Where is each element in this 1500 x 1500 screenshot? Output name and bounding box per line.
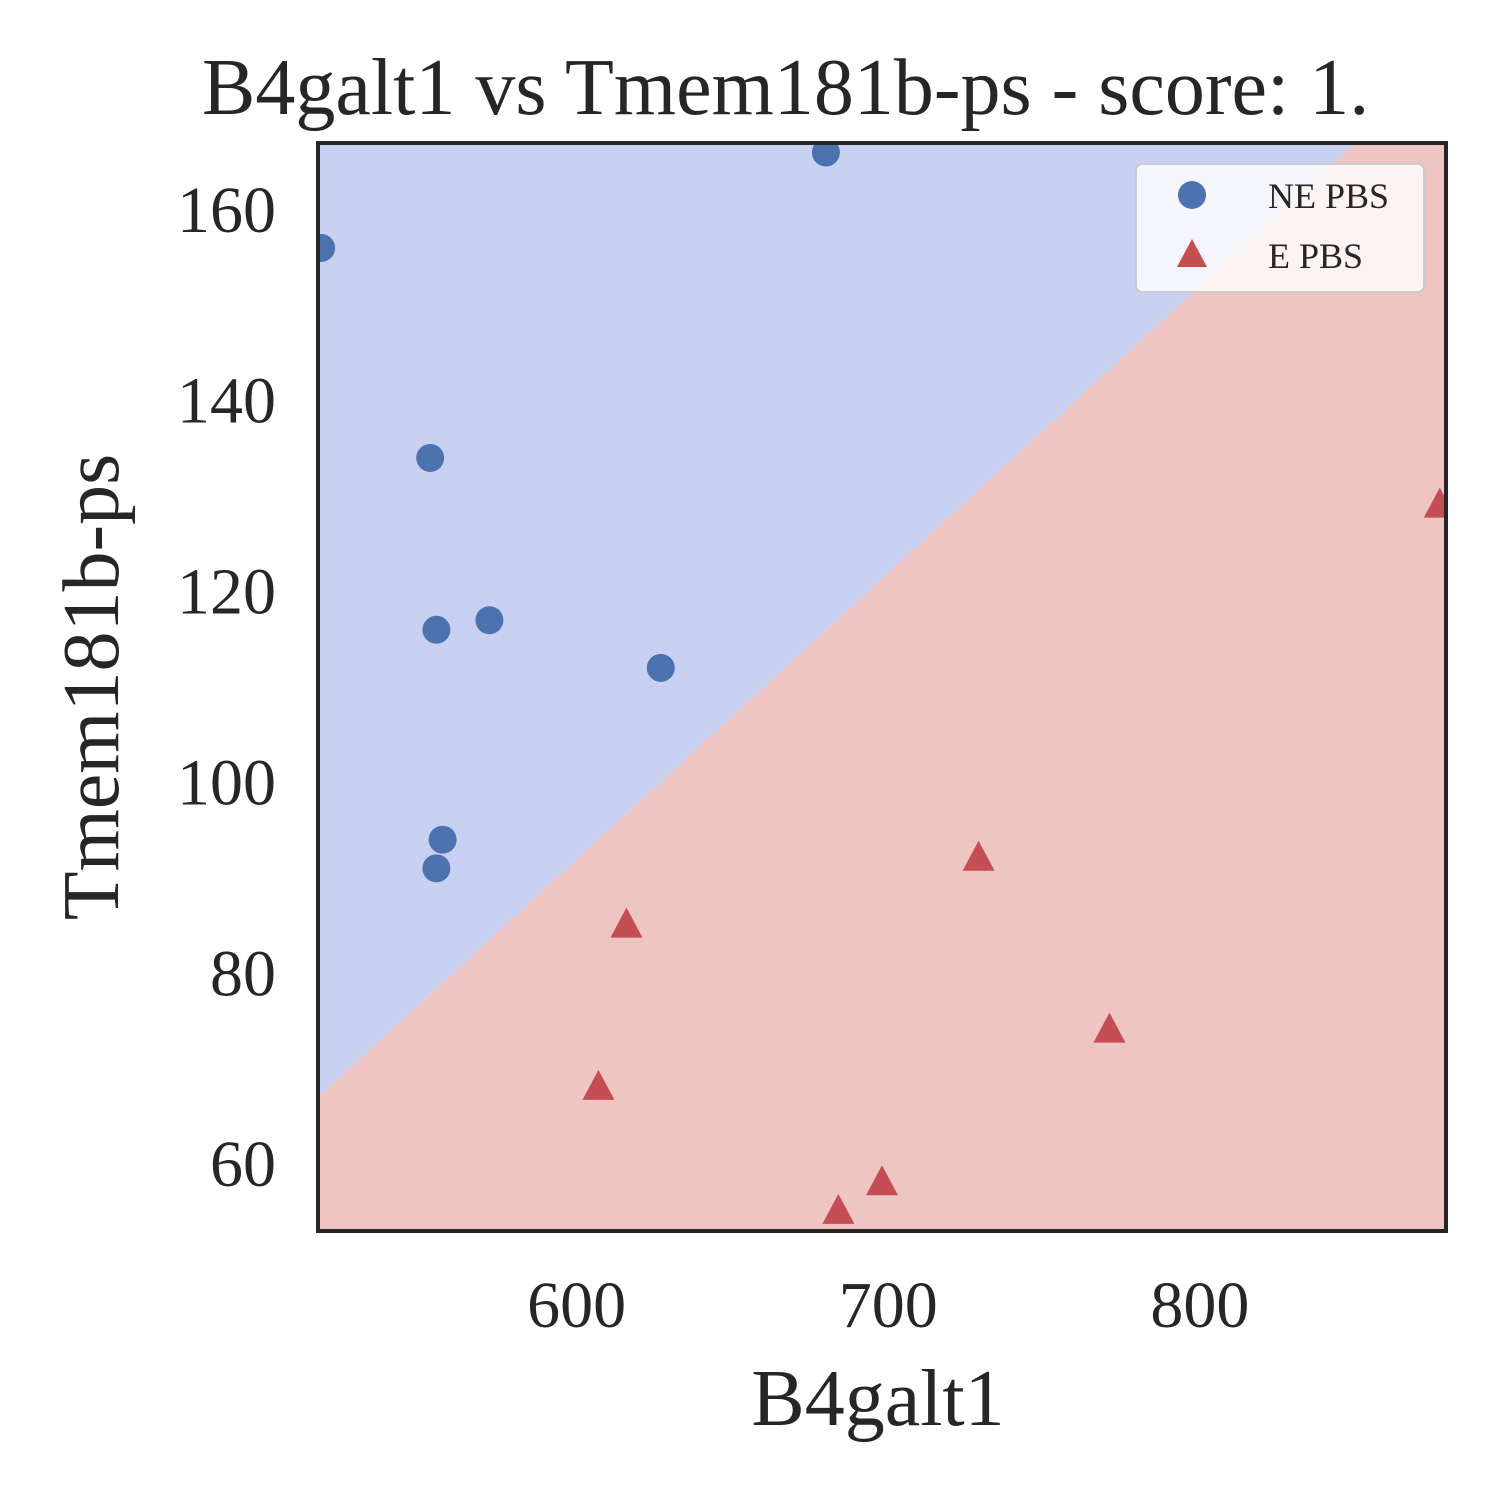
data-point-ne-pbs [646,653,675,682]
legend-marker-ne-pbs [1178,181,1206,209]
data-point-ne-pbs [811,143,840,167]
x-tick-label: 700 [839,1269,938,1342]
legend-box [1135,163,1425,293]
y-tick-label: 100 [177,746,276,819]
data-point-ne-pbs [422,854,451,883]
y-tick-label: 160 [177,174,276,247]
legend-marker-e-pbs [1177,239,1207,267]
data-points [318,143,1446,1224]
data-point-e-pbs [962,840,995,871]
data-point-e-pbs [582,1069,615,1100]
decision-region-e-pbs [318,143,1446,1231]
x-axis-label: B4galt1 [751,1355,1004,1443]
x-axis-ticks: 600 700 800 [527,1269,1249,1342]
chart-title: B4galt1 vs Tmem181b-ps - score: 1. [202,44,1369,132]
legend-label-e-pbs: E PBS [1268,236,1363,276]
data-point-ne-pbs [416,443,445,472]
x-tick-label: 600 [527,1269,626,1342]
data-point-e-pbs [866,1165,898,1196]
data-point-ne-pbs [428,825,457,854]
x-tick-label: 800 [1150,1269,1249,1342]
data-point-e-pbs [1093,1012,1126,1043]
y-axis-label: Tmem181b-ps [48,454,136,921]
data-point-ne-pbs [422,615,451,644]
data-point-e-pbs [822,1193,855,1224]
legend: NE PBS E PBS [1135,163,1425,293]
data-point-e-pbs [610,907,643,938]
y-axis-ticks: 60 80 100 120 140 160 [177,174,276,1201]
plot-frame [316,141,1448,1233]
y-tick-label: 60 [210,1128,276,1201]
data-point-e-pbs [1423,487,1446,518]
y-tick-label: 140 [177,365,276,438]
legend-label-ne-pbs: NE PBS [1268,176,1389,216]
data-point-ne-pbs [318,233,336,262]
data-point-ne-pbs [475,606,504,635]
y-tick-label: 80 [210,937,276,1010]
y-tick-label: 120 [177,556,276,629]
